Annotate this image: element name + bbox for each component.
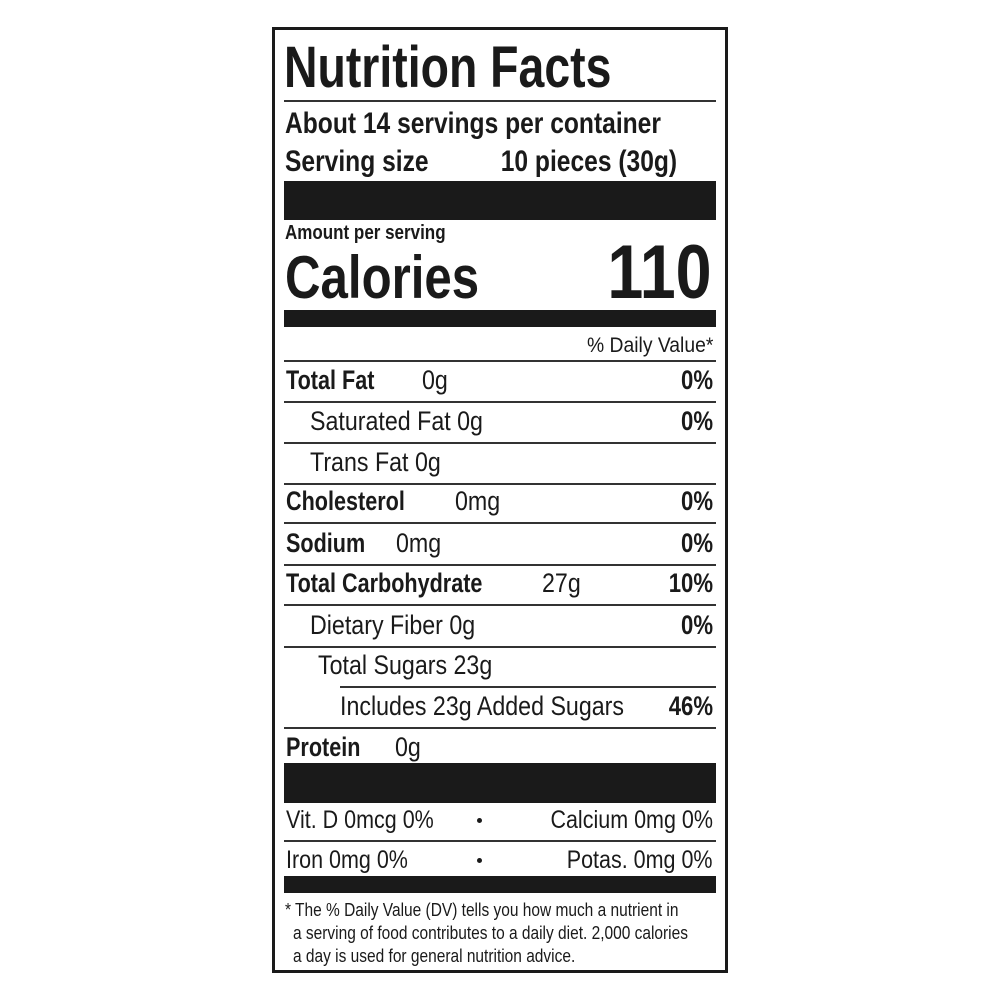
nutrient-name: Total Carbohydrate xyxy=(286,567,483,598)
divider xyxy=(284,360,716,362)
daily-value: 0% xyxy=(680,609,713,640)
footnote: a day is used for general nutrition advi… xyxy=(293,946,576,966)
label-border xyxy=(272,27,728,973)
footnote: a serving of food contributes to a daily… xyxy=(293,923,688,943)
nutrient-name: Total Fat xyxy=(286,364,375,395)
divider xyxy=(284,522,716,524)
servings: About 14 servings per container xyxy=(285,107,661,140)
separator-dot xyxy=(477,818,482,823)
thick-bar xyxy=(284,310,716,327)
serving-size-label: Serving size xyxy=(285,145,429,178)
nutrient-name: Includes 23g Added Sugars xyxy=(340,690,625,721)
nutrient-amount: 0mg xyxy=(455,485,501,516)
micronutrient: Vit. D 0mcg 0% xyxy=(286,805,434,834)
nutrient-name: Sodium xyxy=(286,527,366,558)
daily-value: 0% xyxy=(680,405,713,436)
divider xyxy=(284,401,716,403)
divider xyxy=(340,686,716,688)
nutrient-amount: 0mg xyxy=(396,527,442,558)
calories-label: Calories xyxy=(285,244,480,311)
divider xyxy=(284,646,716,648)
nutrient-name: Trans Fat 0g xyxy=(310,446,441,477)
daily-value: 0% xyxy=(680,527,713,558)
nutrient-name: Protein xyxy=(286,731,361,762)
thick-bar xyxy=(284,876,716,893)
separator-dot xyxy=(477,858,482,863)
daily-value: 0% xyxy=(680,485,713,516)
title: Nutrition Facts xyxy=(284,35,612,100)
thick-bar xyxy=(284,763,716,803)
divider xyxy=(284,100,716,102)
divider xyxy=(284,727,716,729)
micronutrient: Iron 0mg 0% xyxy=(286,845,408,874)
divider xyxy=(284,564,716,566)
nutrient-name: Total Sugars 23g xyxy=(318,649,493,680)
divider xyxy=(284,442,716,444)
daily-value: 46% xyxy=(668,690,713,721)
daily-value: 0% xyxy=(680,364,713,395)
nutrient-amount: 27g xyxy=(542,567,581,598)
nutrient-amount: 0g xyxy=(395,731,421,762)
micronutrient: Potas. 0mg 0% xyxy=(567,845,713,874)
micronutrient: Calcium 0mg 0% xyxy=(550,805,713,834)
thick-bar xyxy=(284,181,716,220)
daily-value: 10% xyxy=(668,567,713,598)
divider xyxy=(284,840,716,842)
footnote: * The % Daily Value (DV) tells you how m… xyxy=(285,900,679,920)
divider xyxy=(284,604,716,606)
nutrient-name: Saturated Fat 0g xyxy=(310,405,483,436)
calories-value: 110 xyxy=(607,230,712,315)
nutrient-name: Cholesterol xyxy=(286,485,405,516)
serving-size: 10 pieces (30g) xyxy=(500,145,677,178)
divider xyxy=(284,483,716,485)
nutrient-amount: 0g xyxy=(422,364,448,395)
amount-per-serving: Amount per serving xyxy=(285,222,446,244)
dv-header: % Daily Value* xyxy=(586,333,713,357)
nutrient-name: Dietary Fiber 0g xyxy=(310,609,476,640)
